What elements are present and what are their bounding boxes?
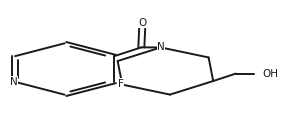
Text: F: F: [118, 79, 124, 89]
Text: N: N: [10, 77, 17, 87]
Text: OH: OH: [262, 69, 278, 79]
Text: N: N: [157, 42, 165, 52]
Text: O: O: [138, 18, 146, 28]
